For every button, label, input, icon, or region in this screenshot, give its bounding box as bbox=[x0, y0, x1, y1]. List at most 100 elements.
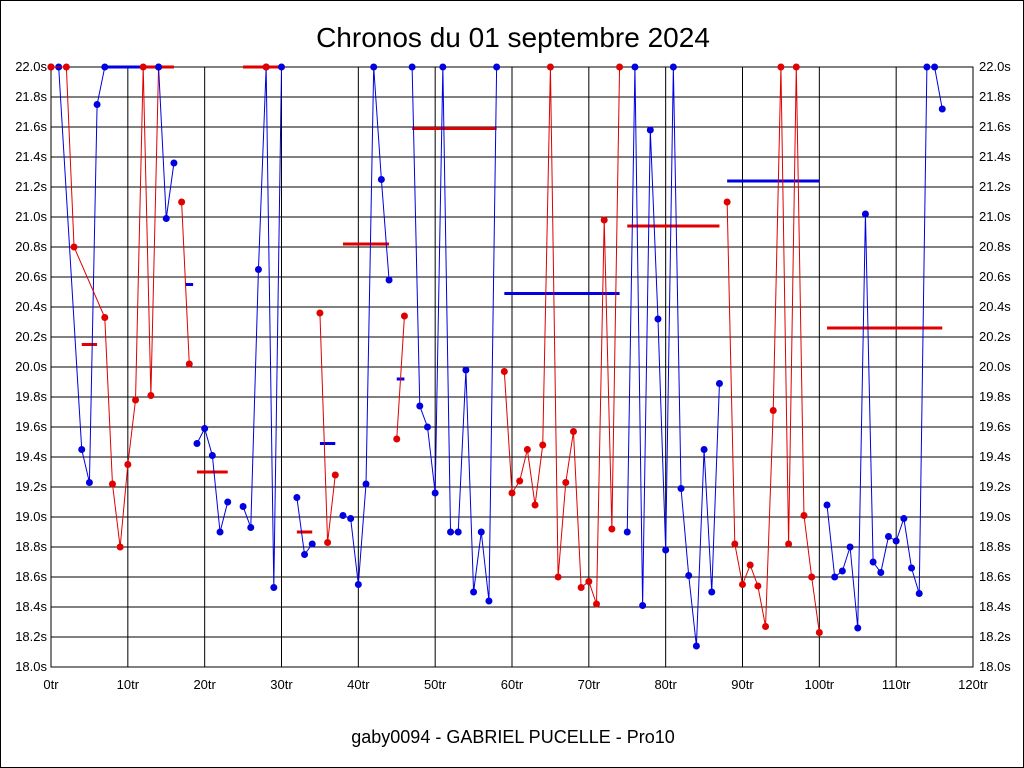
data-point bbox=[531, 501, 539, 509]
data-point bbox=[247, 524, 255, 531]
data-point bbox=[869, 558, 877, 566]
data-point bbox=[400, 312, 408, 320]
y-tick-label-left: 21.2s bbox=[15, 179, 47, 194]
data-point bbox=[500, 368, 508, 375]
data-point bbox=[108, 480, 116, 488]
y-tick-label-left: 18.8s bbox=[15, 539, 47, 554]
chart-title: Chronos du 01 septembre 2024 bbox=[316, 22, 710, 53]
y-tick-label-right: 20.4s bbox=[979, 299, 1011, 314]
data-point bbox=[201, 425, 209, 432]
y-tick-label-left: 21.8s bbox=[15, 89, 47, 104]
y-tick-label-left: 20.4s bbox=[15, 299, 47, 314]
data-point bbox=[708, 588, 716, 596]
data-point bbox=[669, 63, 677, 71]
data-point bbox=[769, 407, 777, 414]
data-point bbox=[746, 561, 754, 569]
series-line bbox=[51, 66, 106, 483]
data-point bbox=[431, 489, 439, 497]
y-tick-label-left: 20.6s bbox=[15, 269, 47, 284]
data-point bbox=[293, 494, 301, 501]
y-tick-label-right: 20.8s bbox=[979, 239, 1011, 254]
data-point bbox=[938, 105, 946, 113]
data-point bbox=[147, 392, 155, 399]
data-point bbox=[170, 159, 178, 167]
data-point bbox=[370, 63, 378, 71]
data-point bbox=[754, 582, 762, 590]
data-point bbox=[800, 512, 808, 519]
y-tick-label-right: 19.8s bbox=[979, 389, 1011, 404]
data-point bbox=[254, 266, 262, 273]
data-point bbox=[777, 63, 785, 71]
data-point bbox=[569, 428, 577, 435]
data-point bbox=[908, 564, 916, 572]
data-point bbox=[331, 471, 339, 479]
data-point bbox=[900, 515, 908, 522]
data-point bbox=[78, 446, 86, 453]
data-point bbox=[562, 479, 570, 486]
y-tick-label-left: 19.2s bbox=[15, 479, 47, 494]
data-point bbox=[892, 537, 900, 545]
x-tick-label: 40tr bbox=[347, 677, 370, 692]
data-point bbox=[923, 63, 931, 71]
series-line bbox=[503, 66, 621, 605]
data-point bbox=[362, 480, 370, 488]
data-point bbox=[132, 396, 140, 404]
y-tick-label-left: 18.6s bbox=[15, 569, 47, 584]
data-point bbox=[393, 435, 401, 443]
data-point bbox=[723, 198, 731, 206]
data-point bbox=[116, 543, 124, 551]
y-tick-label-right: 20.6s bbox=[979, 269, 1011, 284]
data-point bbox=[931, 63, 939, 71]
y-tick-label-left: 21.4s bbox=[15, 149, 47, 164]
data-point bbox=[62, 63, 70, 71]
series-lines bbox=[47, 63, 946, 650]
data-point bbox=[278, 63, 285, 71]
data-point bbox=[715, 380, 723, 387]
data-point bbox=[423, 423, 431, 431]
data-point bbox=[785, 540, 793, 548]
data-point bbox=[577, 584, 585, 591]
series-line bbox=[181, 201, 190, 365]
data-point bbox=[692, 642, 700, 650]
data-point bbox=[124, 461, 132, 468]
data-point bbox=[408, 63, 416, 71]
y-tick-label-left: 20.2s bbox=[15, 329, 47, 344]
y-tick-label-right: 18.8s bbox=[979, 539, 1011, 554]
data-point bbox=[884, 533, 892, 540]
y-tick-label-left: 19.8s bbox=[15, 389, 47, 404]
series-line bbox=[342, 66, 390, 585]
x-tick-label: 80tr bbox=[654, 677, 677, 692]
axes bbox=[50, 66, 974, 668]
y-tick-label-left: 22.0s bbox=[15, 59, 47, 74]
series-line bbox=[158, 66, 175, 219]
data-point bbox=[731, 540, 739, 548]
x-tick-label: 20tr bbox=[193, 677, 216, 692]
y-tick-label-left: 18.0s bbox=[15, 659, 47, 674]
data-point bbox=[477, 528, 485, 536]
y-tick-label-right: 20.2s bbox=[979, 329, 1011, 344]
data-point bbox=[516, 477, 524, 485]
data-point bbox=[654, 315, 662, 323]
data-point bbox=[838, 567, 846, 575]
data-point bbox=[193, 440, 201, 447]
series-line bbox=[242, 66, 282, 588]
data-point bbox=[339, 512, 347, 519]
data-point bbox=[308, 540, 316, 548]
y-tick-label-left: 18.4s bbox=[15, 599, 47, 614]
grid bbox=[50, 66, 974, 668]
y-tick-label-right: 18.6s bbox=[979, 569, 1011, 584]
data-point bbox=[485, 597, 493, 605]
data-point bbox=[208, 452, 216, 459]
y-tick-label-left: 20.8s bbox=[15, 239, 47, 254]
x-tick-label: 70tr bbox=[578, 677, 601, 692]
y-tick-label-right: 18.0s bbox=[979, 659, 1011, 674]
data-point bbox=[915, 590, 923, 597]
x-tick-label: 50tr bbox=[424, 677, 447, 692]
data-point bbox=[155, 63, 163, 71]
data-point bbox=[877, 569, 885, 576]
y-tick-label-right: 19.2s bbox=[979, 479, 1011, 494]
data-point bbox=[600, 216, 608, 224]
data-point bbox=[416, 402, 424, 410]
data-point bbox=[677, 485, 685, 492]
